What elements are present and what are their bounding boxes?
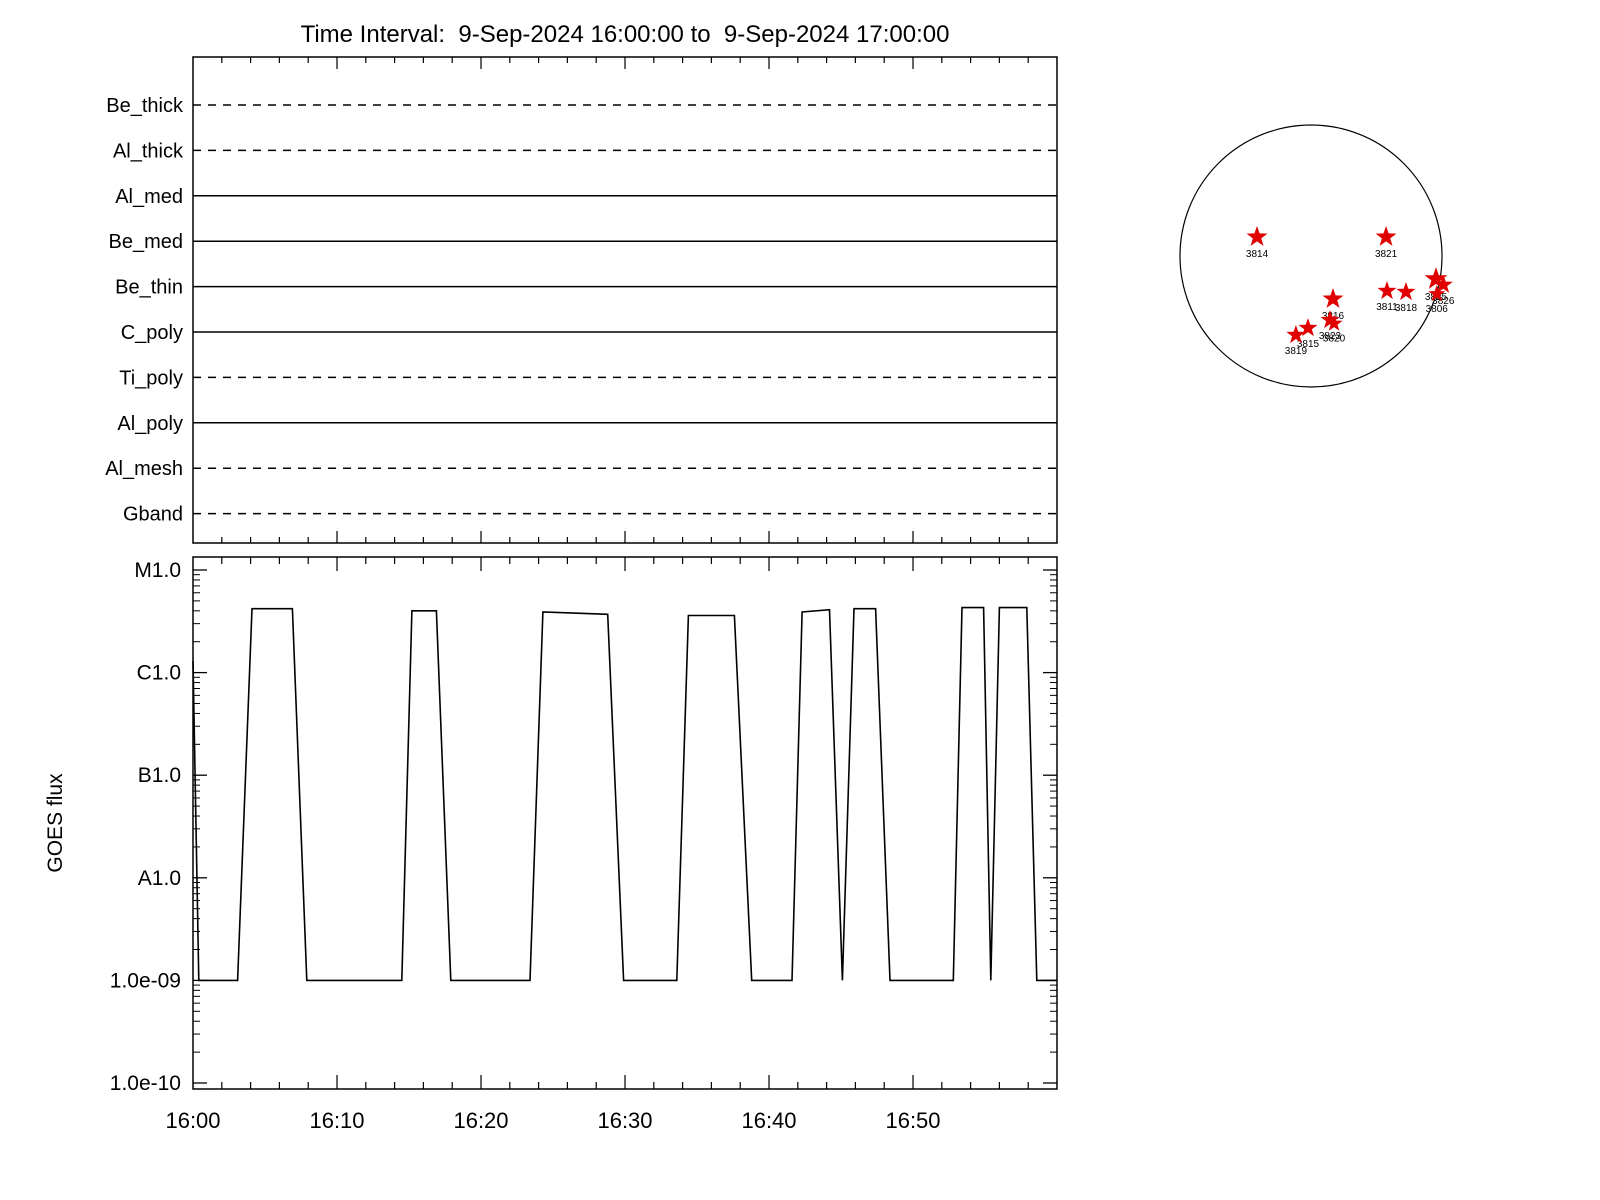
filter-label-Be_med: Be_med [109, 231, 184, 253]
active-region-label-3826: 3826 [1432, 296, 1455, 307]
filter-label-C_poly: C_poly [121, 322, 183, 344]
filter-label-Al_thick: Al_thick [113, 140, 184, 162]
y-tick-label: A1.0 [138, 867, 181, 890]
active-region-star-3814 [1246, 226, 1268, 246]
filter-label-Be_thick: Be_thick [106, 95, 184, 117]
y-tick-label: C1.0 [137, 662, 181, 685]
active-region-label-3823: 3823 [1319, 331, 1342, 342]
active-region-label-3821: 3821 [1375, 249, 1398, 260]
active-region-label-3818: 3818 [1395, 303, 1418, 314]
filter-label-Al_poly: Al_poly [117, 413, 183, 435]
active-region-star-3815 [1298, 318, 1318, 337]
goes-flux-curve [192, 606, 1057, 982]
x-tick-label: 16:20 [453, 1108, 508, 1133]
y-tick-label: 1.0e-09 [110, 969, 181, 992]
filter-label-Be_thin: Be_thin [115, 277, 183, 299]
y-tick-label: B1.0 [138, 764, 181, 787]
filter-label-Gband: Gband [123, 504, 183, 526]
active-region-label-3816: 3816 [1322, 311, 1345, 322]
goes-flux-panel: 1.0e-10 1.0e-09 A1.0 B1.0 C1.0 M1.0 16:00 16:10… [110, 556, 1058, 1133]
x-tick-label: 16:10 [309, 1108, 364, 1133]
active-region-star-3818 [1396, 282, 1416, 301]
filter-label-Ti_poly: Ti_poly [119, 367, 183, 389]
solar-disk-map: 3814382138163811381838253826380638233820… [1179, 124, 1455, 388]
active-region-label-3815: 3815 [1297, 339, 1320, 350]
goes-panel-frame [192, 556, 1058, 1090]
filter-panel-frame [192, 56, 1058, 544]
x-tick-label: 16:30 [597, 1108, 652, 1133]
filter-timeline-panel: Be_thick Al_thick Al_med Be_med Be_thin C_pol… [105, 56, 1058, 544]
active-region-label-3811: 3811 [1376, 302, 1398, 313]
active-region-star-3826 [1433, 274, 1453, 293]
active-region-label-3820: 3820 [1323, 333, 1346, 344]
active-region-label-3806: 3806 [1426, 304, 1449, 315]
x-tick-label: 16:50 [885, 1108, 940, 1133]
active-region-star-3821 [1375, 226, 1397, 246]
x-tick-label: 16:00 [165, 1108, 220, 1133]
goes-flux-y-axis-label: GOES flux [44, 773, 67, 873]
active-region-label-3819: 3819 [1285, 346, 1308, 357]
active-region-star-3823 [1320, 310, 1340, 329]
active-region-star-3816 [1322, 288, 1344, 308]
active-region-label-3814: 3814 [1246, 249, 1269, 260]
active-region-star-3825 [1424, 267, 1448, 289]
active-region-star-3819 [1286, 325, 1306, 344]
y-tick-label: 1.0e-10 [110, 1072, 181, 1095]
y-tick-label: M1.0 [134, 559, 181, 582]
active-region-star-3806 [1428, 285, 1446, 302]
active-region-star-3820 [1325, 314, 1343, 331]
x-tick-label: 16:40 [741, 1108, 796, 1133]
filter-label-Al_mesh: Al_mesh [105, 458, 183, 480]
active-region-star-3811 [1377, 281, 1397, 300]
filter-label-Al_med: Al_med [115, 186, 183, 208]
solar-disk-circle [1179, 124, 1443, 388]
chart-title: Time Interval: 9-Sep-2024 16:00:00 to 9-… [301, 21, 950, 48]
